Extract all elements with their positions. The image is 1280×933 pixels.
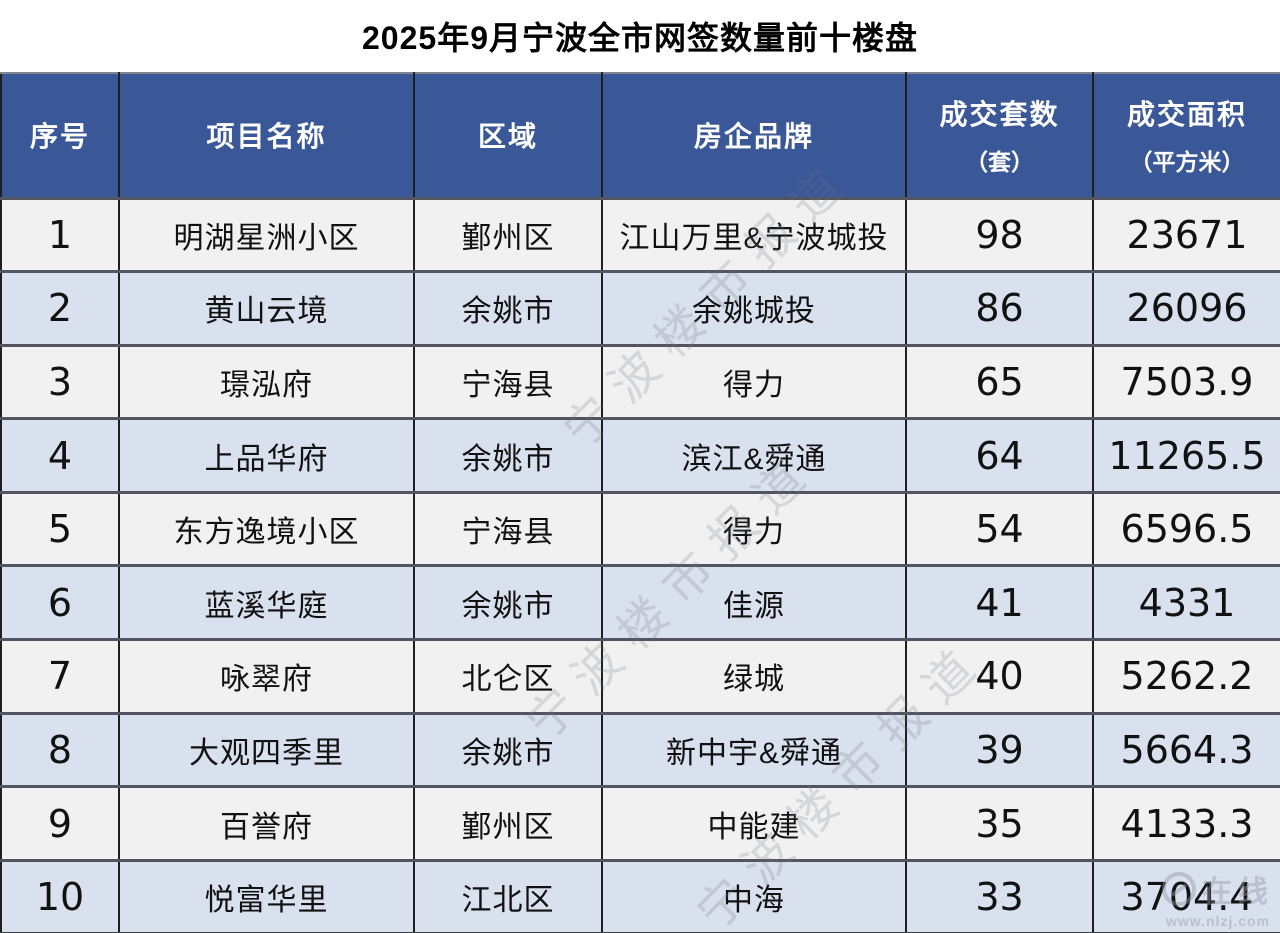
cell-district: 余姚市 [413, 711, 603, 787]
header-project: 项目名称 [118, 72, 415, 199]
table-row: 4 上品华府 余姚市 滨江&舜通 64 11265.5 [0, 417, 1280, 493]
cell-project: 明湖星洲小区 [118, 196, 415, 272]
cell-project: 蓝溪华庭 [118, 564, 415, 640]
table-row: 3 璟泓府 宁海县 得力 65 7503.9 [0, 343, 1280, 419]
table-body: 1 明湖星洲小区 鄞州区 江山万里&宁波城投 98 23671 2 黄山云境 余姚市 余姚城投 86… [0, 196, 1280, 933]
cell-index: 3 [0, 343, 120, 419]
cell-units: 35 [905, 785, 1094, 861]
table-header: 序号 项目名称 区域 房企品牌 成交套数 （套） 成交面积 （平方米） [0, 72, 1280, 199]
cell-brand: 余姚城投 [601, 270, 907, 346]
cell-brand: 滨江&舜通 [601, 417, 907, 493]
cell-district: 江北区 [413, 858, 603, 933]
cell-units: 40 [905, 638, 1094, 714]
header-sublabel: （平方米） [1129, 149, 1245, 176]
table-row: 10 悦富华里 江北区 中海 33 3704.4 [0, 858, 1280, 933]
cell-district: 宁海县 [413, 490, 603, 566]
cell-units: 33 [905, 858, 1094, 933]
cell-brand: 江山万里&宁波城投 [601, 196, 907, 272]
table-row: 7 咏翠府 北仑区 绿城 40 5262.2 [0, 638, 1280, 714]
cell-units: 41 [905, 564, 1094, 640]
cell-district: 余姚市 [413, 564, 603, 640]
cell-project: 东方逸境小区 [118, 490, 415, 566]
cell-index: 8 [0, 711, 120, 787]
header-label: 区域 [477, 121, 538, 153]
cell-brand: 中海 [601, 858, 907, 933]
ranking-table: 序号 项目名称 区域 房企品牌 成交套数 （套） 成交面积 （平方米） [0, 72, 1280, 933]
cell-index: 9 [0, 785, 120, 861]
cell-district: 余姚市 [413, 417, 603, 493]
cell-project: 咏翠府 [118, 638, 415, 714]
header-label: 序号 [29, 121, 90, 153]
cell-index: 7 [0, 638, 120, 714]
cell-units: 39 [905, 711, 1094, 787]
table-row: 5 东方逸境小区 宁海县 得力 54 6596.5 [0, 490, 1280, 566]
cell-area: 26096 [1092, 270, 1280, 346]
cell-area: 5262.2 [1092, 638, 1280, 714]
table-row: 9 百誉府 鄞州区 中能建 35 4133.3 [0, 785, 1280, 861]
cell-district: 北仑区 [413, 638, 603, 714]
cell-index: 10 [0, 858, 120, 933]
cell-brand: 佳源 [601, 564, 907, 640]
cell-project: 悦富华里 [118, 858, 415, 933]
cell-units: 54 [905, 490, 1094, 566]
cell-units: 98 [905, 196, 1094, 272]
cell-area: 7503.9 [1092, 343, 1280, 419]
cell-district: 余姚市 [413, 270, 603, 346]
cell-project: 上品华府 [118, 417, 415, 493]
cell-area: 11265.5 [1092, 417, 1280, 493]
cell-district: 鄞州区 [413, 196, 603, 272]
table-row: 6 蓝溪华庭 余姚市 佳源 41 4331 [0, 564, 1280, 640]
header-label: 项目名称 [206, 121, 327, 153]
cell-project: 大观四季里 [118, 711, 415, 787]
header-sublabel: （套） [965, 149, 1034, 176]
cell-units: 65 [905, 343, 1094, 419]
cell-area: 6596.5 [1092, 490, 1280, 566]
cell-units: 86 [905, 270, 1094, 346]
cell-brand: 得力 [601, 343, 907, 419]
header-index: 序号 [0, 72, 120, 199]
cell-index: 5 [0, 490, 120, 566]
header-label: 成交面积 [1126, 99, 1247, 131]
header-label: 成交套数 [939, 99, 1060, 131]
cell-brand: 绿城 [601, 638, 907, 714]
cell-project: 百誉府 [118, 785, 415, 861]
cell-units: 64 [905, 417, 1094, 493]
cell-index: 4 [0, 417, 120, 493]
cell-brand: 新中宇&舜通 [601, 711, 907, 787]
title-bar: 2025年9月宁波全市网签数量前十楼盘 [0, 0, 1280, 72]
header-area: 成交面积 （平方米） [1092, 72, 1280, 199]
cell-brand: 中能建 [601, 785, 907, 861]
cell-area: 4331 [1092, 564, 1280, 640]
page-title: 2025年9月宁波全市网签数量前十楼盘 [362, 20, 918, 56]
cell-area: 5664.3 [1092, 711, 1280, 787]
table-row: 2 黄山云境 余姚市 余姚城投 86 26096 [0, 270, 1280, 346]
header-district: 区域 [413, 72, 603, 199]
cell-project: 璟泓府 [118, 343, 415, 419]
table-row: 1 明湖星洲小区 鄞州区 江山万里&宁波城投 98 23671 [0, 196, 1280, 272]
cell-district: 鄞州区 [413, 785, 603, 861]
cell-brand: 得力 [601, 490, 907, 566]
cell-area: 4133.3 [1092, 785, 1280, 861]
table-row: 8 大观四季里 余姚市 新中宇&舜通 39 5664.3 [0, 711, 1280, 787]
cell-index: 1 [0, 196, 120, 272]
cell-area: 3704.4 [1092, 858, 1280, 933]
header-label: 房企品牌 [693, 121, 814, 153]
header-brand: 房企品牌 [601, 72, 907, 199]
cell-project: 黄山云境 [118, 270, 415, 346]
header-units: 成交套数 （套） [905, 72, 1094, 199]
cell-index: 2 [0, 270, 120, 346]
cell-district: 宁海县 [413, 343, 603, 419]
header-row: 序号 项目名称 区域 房企品牌 成交套数 （套） 成交面积 （平方米） [0, 72, 1280, 199]
cell-area: 23671 [1092, 196, 1280, 272]
cell-index: 6 [0, 564, 120, 640]
